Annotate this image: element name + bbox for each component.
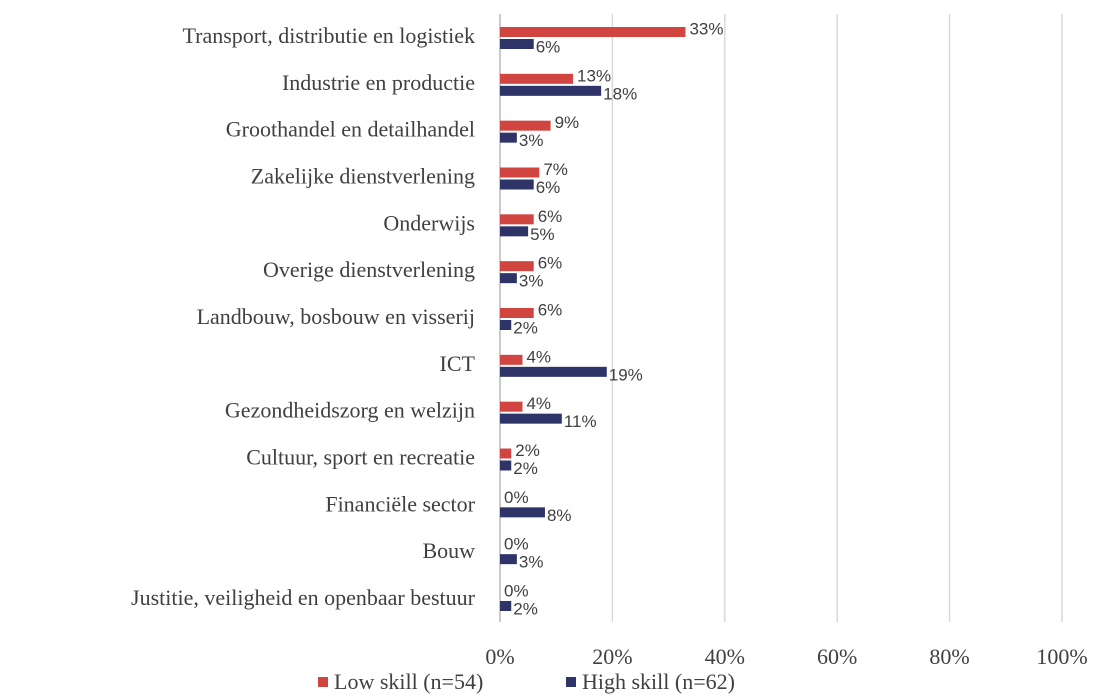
y-tick-label: Landbouw, bosbouw en visserij [197, 304, 475, 329]
bar [500, 167, 540, 178]
data-label: 9% [555, 113, 580, 132]
y-tick-label: Bouw [422, 538, 475, 563]
data-label: 0% [504, 535, 529, 554]
data-label: 3% [519, 131, 544, 150]
bar [500, 132, 517, 143]
y-tick-label: Transport, distributie en logistiek [182, 23, 475, 48]
legend-label: Low skill (n=54) [334, 669, 483, 694]
y-tick-label: ICT [440, 351, 476, 376]
data-label: 33% [689, 19, 723, 38]
data-label: 3% [519, 272, 544, 291]
data-label: 3% [519, 553, 544, 572]
y-tick-label: Groothandel en detailhandel [226, 117, 475, 142]
data-label: 0% [504, 488, 529, 507]
y-tick-label: Gezondheidszorg en welzijn [225, 398, 475, 423]
y-tick-label: Financiële sector [325, 491, 475, 516]
bar [500, 214, 534, 225]
bar [500, 27, 686, 37]
x-tick-label: 100% [1036, 644, 1087, 669]
x-tick-label: 40% [705, 644, 745, 669]
bar [500, 554, 517, 565]
bar [500, 401, 523, 412]
data-label: 11% [564, 412, 597, 431]
bar [500, 507, 545, 518]
legend-swatch [318, 677, 328, 687]
data-label: 2% [515, 441, 540, 460]
data-label: 5% [530, 225, 555, 244]
y-tick-label: Onderwijs [383, 210, 475, 235]
x-tick-label: 80% [929, 644, 969, 669]
data-label: 0% [504, 581, 529, 600]
bar [500, 85, 602, 96]
bar [500, 366, 607, 377]
y-tick-label: Industrie en productie [282, 70, 475, 95]
y-tick-label: Zakelijke dienstverlening [251, 164, 475, 189]
bar [500, 460, 512, 471]
data-label: 6% [538, 300, 563, 319]
data-label: 18% [603, 84, 637, 103]
y-tick-label: Overige dienstverlening [263, 257, 475, 282]
data-label: 2% [513, 599, 538, 618]
x-tick-label: 20% [592, 644, 632, 669]
y-tick-label: Justitie, veiligheid en openbaar bestuur [131, 585, 476, 610]
legend-swatch [566, 677, 576, 687]
data-label: 6% [536, 37, 561, 56]
data-label: 6% [536, 178, 561, 197]
y-tick-label: Cultuur, sport en recreatie [246, 445, 475, 470]
bar [500, 179, 534, 190]
bar [500, 448, 512, 459]
data-label: 8% [547, 506, 572, 525]
data-label: 6% [538, 207, 563, 226]
bar [500, 320, 512, 330]
bar [500, 308, 534, 318]
bar [500, 413, 562, 424]
x-tick-label: 0% [485, 644, 514, 669]
data-label: 4% [526, 347, 551, 366]
bar [500, 273, 517, 284]
data-label: 2% [513, 318, 538, 337]
data-label: 7% [543, 160, 568, 179]
data-label: 6% [538, 254, 563, 273]
data-label: 2% [513, 459, 538, 478]
bar [500, 39, 534, 49]
bar [500, 354, 523, 365]
bar [500, 261, 534, 272]
data-label: 13% [577, 66, 611, 85]
bar [500, 226, 529, 237]
legend-label: High skill (n=62) [582, 669, 735, 694]
data-label: 19% [609, 365, 643, 384]
bar [500, 120, 551, 131]
data-label: 4% [526, 394, 551, 413]
bar [500, 73, 574, 84]
x-tick-label: 60% [817, 644, 857, 669]
bar [500, 601, 512, 611]
